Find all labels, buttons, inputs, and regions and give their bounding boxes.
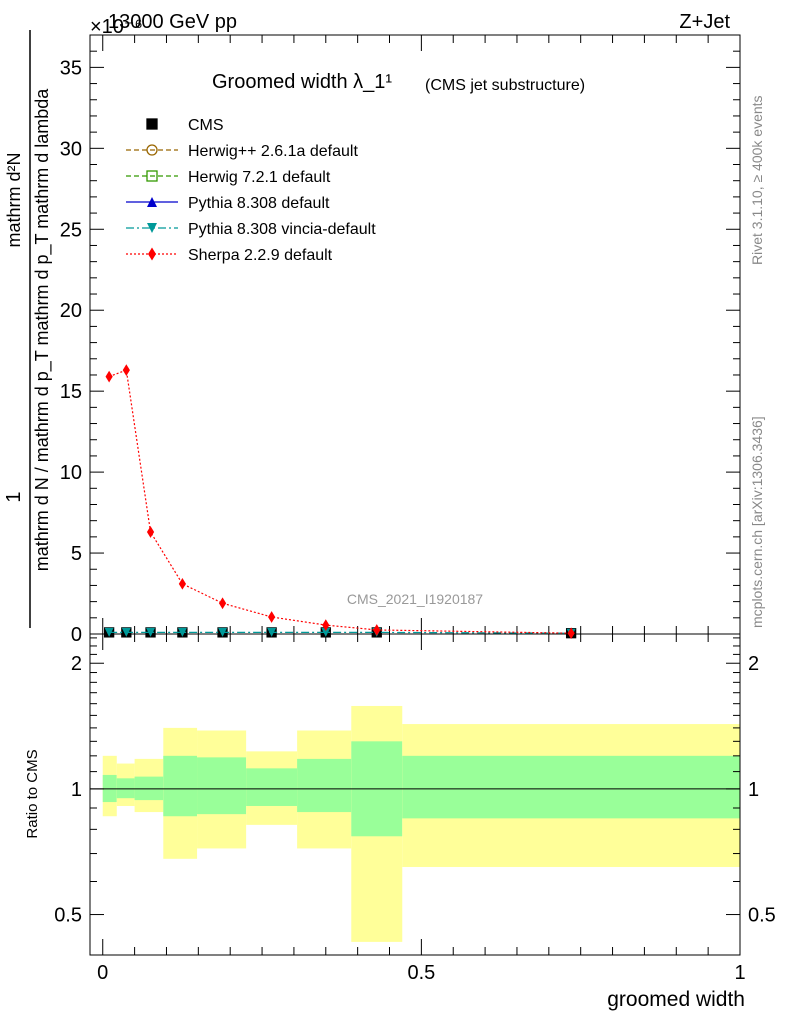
legend-label: CMS: [188, 117, 224, 134]
stat-uncertainty-band: [134, 776, 164, 801]
main-y-tick-label: 25: [60, 219, 82, 241]
stat-uncertainty-band: [246, 768, 298, 806]
data-point: [121, 627, 131, 637]
main-y-tick-label: 15: [60, 381, 82, 403]
stat-uncertainty-band: [163, 755, 198, 817]
ratio-xlabel: groomed width: [607, 988, 745, 1011]
data-point: [218, 597, 227, 610]
header-scale-exponent: ×10⁻⁶: [90, 16, 143, 38]
main-y-tick-label: 30: [60, 138, 82, 160]
ratio-x-tick-label: 0.5: [407, 962, 435, 984]
legend-marker: [147, 223, 157, 233]
mcplots-label: mcplots.cern.ch [arXiv:1306.3436]: [749, 416, 765, 628]
ratio-y-tick-label: 0.5: [54, 905, 82, 927]
legend-label: Herwig++ 2.6.1a default: [188, 143, 358, 160]
rivet-label: Rivet 3.1.10, ≥ 400k events: [749, 95, 765, 265]
stat-uncertainty-band: [402, 755, 740, 819]
legend-label: Herwig 7.2.1 default: [188, 169, 331, 186]
main-y-tick-label: 5: [71, 543, 82, 565]
data-point: [322, 619, 330, 631]
data-point: [178, 577, 187, 590]
main-y-tick-label: 10: [60, 462, 82, 484]
ratio-y-tick-label-right: 1: [748, 779, 759, 801]
watermark: CMS_2021_I1920187: [347, 591, 483, 607]
ratio-plot-frame: [89, 633, 741, 956]
data-point: [321, 627, 331, 637]
ratio-x-tick-label: 0: [97, 962, 108, 984]
legend-label: Pythia 8.308 vincia-default: [188, 221, 376, 238]
data-point: [268, 611, 276, 623]
legend-label: Pythia 8.308 default: [188, 195, 330, 212]
data-point: [104, 627, 114, 637]
data-point: [122, 364, 130, 376]
data-point: [177, 627, 187, 637]
ratio-y-tick-label: 2: [71, 653, 82, 675]
main-y-tick-label: 20: [60, 300, 82, 322]
ratio-y-tick-label-right: 0.5: [748, 905, 776, 927]
legend-marker: [146, 144, 158, 156]
stat-uncertainty-band: [297, 758, 352, 813]
main-y-tick-label: 0: [71, 624, 82, 646]
main-ylabel-denominator: mathrm d N / mathrm d p_T mathrm d p_T m…: [32, 88, 53, 571]
data-point: [567, 627, 575, 640]
header-right: Z+Jet: [679, 11, 730, 33]
legend-marker: [146, 118, 158, 130]
data-point: [146, 627, 156, 637]
stat-uncertainty-band: [197, 757, 247, 815]
ratio-x-tick-label: 1: [734, 962, 745, 984]
series-line: [108, 369, 572, 634]
legend-marker: [147, 197, 157, 207]
legend-marker: [148, 247, 156, 261]
ratio-y-tick-label: 1: [71, 779, 82, 801]
legend-marker: [146, 170, 158, 182]
ratio-y-tick-label-right: 2: [748, 653, 759, 675]
stat-uncertainty-band: [116, 778, 135, 799]
data-point: [146, 526, 155, 538]
main-ylabel-top: mathrm d²N: [4, 152, 24, 247]
main-ylabel-numerator: 1: [3, 491, 25, 502]
main-title: Groomed width λ_1¹: [212, 71, 392, 93]
ratio-ylabel: Ratio to CMS: [24, 749, 41, 838]
data-point: [105, 370, 113, 383]
header-left: 13000 GeV pp: [108, 11, 237, 33]
legend-label: Sherpa 2.2.9 default: [188, 247, 333, 264]
data-point: [373, 624, 381, 636]
data-point: [218, 627, 228, 637]
main-y-tick-label: 35: [60, 57, 82, 79]
main-subtitle: (CMS jet substructure): [425, 77, 585, 94]
data-point: [267, 627, 277, 637]
